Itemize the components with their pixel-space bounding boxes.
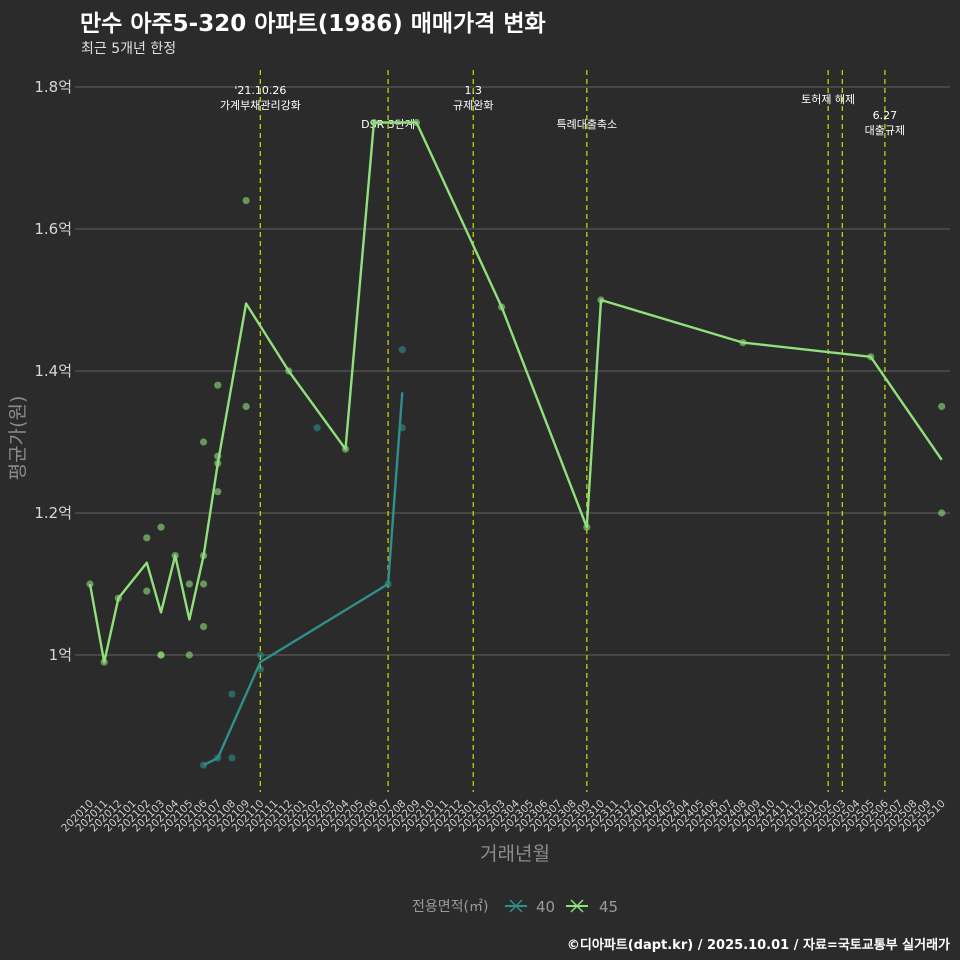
data-point-40: [228, 690, 236, 698]
data-point-40: [228, 754, 236, 762]
data-series: [86, 118, 946, 769]
x-axis-title: 거래년월: [480, 843, 550, 865]
y-tick-label: 1.6억: [34, 220, 72, 238]
data-point-45: [214, 381, 222, 389]
event-label: '21.10.26: [234, 84, 286, 97]
legend: 전용면적(㎡) 40 45: [412, 898, 618, 916]
data-point-45: [199, 623, 208, 631]
legend-key-45-x2: [570, 899, 584, 913]
series-line-40: [203, 392, 404, 767]
event-label: 6.27: [873, 109, 898, 122]
data-point-45: [143, 534, 151, 542]
data-point-45: [185, 651, 193, 659]
event-label: 규제완화: [453, 99, 493, 112]
y-tick-label: 1.4억: [34, 362, 72, 380]
data-point-45: [938, 402, 946, 411]
data-point-40: [256, 651, 264, 659]
grid-lines: [75, 86, 950, 656]
data-point-45: [938, 509, 946, 517]
y-tick-label: 1억: [49, 646, 72, 664]
legend-title: 전용면적(㎡): [412, 899, 488, 915]
chart-title: 만수 아주5-320 아파트(1986) 매매가격 변화: [80, 11, 546, 37]
data-point-45: [157, 651, 165, 659]
data-point-45: [242, 402, 250, 411]
data-point-40: [398, 346, 406, 354]
event-label: DSR 3단계: [361, 118, 415, 131]
event-label: 토허제 해제: [801, 92, 855, 106]
legend-label-45: 45: [599, 898, 618, 916]
data-point-45: [199, 580, 208, 588]
legend-label-40: 40: [536, 898, 555, 916]
data-point-45: [157, 523, 165, 531]
y-tick-label: 1.2억: [34, 504, 72, 522]
legend-key-40-x2: [509, 899, 523, 913]
event-label: 특례대출축소: [556, 118, 617, 131]
source-credit: ©디아파트(dapt.kr) / 2025.10.01 / 자료=국토교통부 실…: [566, 938, 950, 953]
event-label: 1.3: [465, 84, 483, 97]
data-point-45: [199, 438, 208, 446]
data-point-45: [242, 197, 250, 205]
data-point-40: [313, 424, 321, 432]
data-point-45: [143, 587, 151, 595]
chart-subtitle: 최근 5개년 한정: [81, 41, 177, 57]
data-point-45: [214, 488, 222, 496]
event-label: 가계부채관리강화: [220, 99, 301, 112]
series-line-45: [88, 121, 943, 664]
y-tick-label: 1.8억: [34, 78, 72, 96]
data-point-45: [185, 580, 193, 588]
y-axis-title: 평균가(원): [7, 396, 29, 481]
y-tick-labels: 1억 1.2억 1.4억 1.6억 1.8억: [34, 78, 72, 664]
event-label: 대출규제: [865, 124, 905, 137]
x-tick-labels: 2020102020112020122021012021022021032021…: [59, 797, 948, 834]
